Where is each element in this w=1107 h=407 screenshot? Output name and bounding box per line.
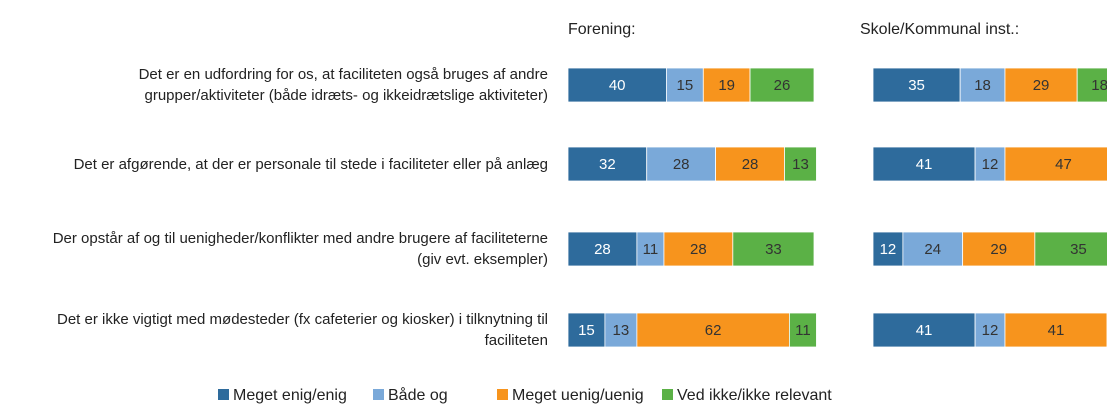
data-label: 13 — [792, 156, 809, 173]
bar-segment — [962, 231, 1036, 267]
bar-segment — [567, 146, 648, 182]
data-label: 12 — [880, 241, 897, 258]
data-label: 28 — [690, 241, 707, 258]
data-label: 28 — [673, 156, 690, 173]
legend-swatch — [218, 389, 229, 400]
data-label: 19 — [718, 77, 735, 94]
data-label: 47 — [1055, 156, 1072, 173]
bar-segment — [1034, 231, 1107, 267]
bar-segment — [732, 231, 815, 267]
data-label: 29 — [990, 241, 1007, 258]
data-label: 41 — [916, 322, 933, 339]
bar-segment — [749, 67, 815, 103]
bar-segment — [567, 231, 638, 267]
data-label: 11 — [643, 241, 659, 258]
data-label: 15 — [677, 77, 694, 94]
data-label: 13 — [613, 322, 630, 339]
panel-title: Forening: — [568, 21, 636, 38]
data-label: 11 — [795, 322, 811, 339]
data-label: 41 — [916, 156, 933, 173]
data-label: 12 — [982, 322, 999, 339]
bar-segment — [1004, 67, 1078, 103]
category-label: Det er en udfordring for os, at facilite… — [138, 66, 548, 104]
data-label: 41 — [1048, 322, 1065, 339]
data-label: 29 — [1033, 77, 1050, 94]
bar-segment — [663, 231, 734, 267]
bar-segment — [567, 312, 606, 348]
data-label: 35 — [1070, 241, 1087, 258]
bar-segment — [702, 67, 751, 103]
data-label: 33 — [765, 241, 782, 258]
legend-label: Meget enig/enig — [233, 387, 347, 404]
legend-swatch — [662, 389, 673, 400]
bar-segment — [872, 312, 976, 348]
data-label: 32 — [599, 156, 616, 173]
legend-label: Meget uenig/uenig — [512, 387, 644, 404]
bar-segment — [1076, 67, 1107, 103]
data-label: 18 — [1091, 77, 1107, 94]
bar-segment — [789, 312, 817, 348]
legend-swatch — [373, 389, 384, 400]
bar-segment — [1004, 312, 1107, 348]
data-label: 26 — [774, 77, 791, 94]
data-label: 62 — [705, 322, 722, 339]
data-label: 35 — [908, 77, 925, 94]
bar-segment — [974, 312, 1006, 348]
bar-segment — [784, 146, 817, 182]
category-label: Det er afgørende, at der er personale ti… — [73, 155, 548, 173]
legend-label: Både og — [388, 386, 448, 404]
legend-label: Ved ikke/ikke relevant — [677, 387, 832, 404]
bar-segment — [604, 312, 638, 348]
data-label: 15 — [578, 322, 595, 339]
data-label: 28 — [594, 241, 611, 258]
bar-segment — [872, 231, 904, 267]
bar-segment — [872, 146, 976, 182]
data-label: 24 — [924, 241, 941, 258]
bar-segment — [902, 231, 964, 267]
bar-segment — [1004, 146, 1107, 182]
category-label: Der opstår af og til uenigheder/konflikt… — [52, 230, 548, 268]
bar-segment — [646, 146, 716, 182]
panel-title: Skole/Kommunal inst.: — [860, 21, 1019, 38]
bar-segment — [636, 231, 665, 267]
legend-swatch — [497, 389, 508, 400]
data-label: 40 — [609, 77, 626, 94]
category-label: Det er ikke vigtigt med mødesteder (fx c… — [56, 311, 548, 349]
bar-segment — [636, 312, 790, 348]
data-label: 12 — [982, 156, 999, 173]
bar-segment — [715, 146, 785, 182]
data-label: 18 — [974, 77, 991, 94]
data-label: 28 — [742, 156, 759, 173]
